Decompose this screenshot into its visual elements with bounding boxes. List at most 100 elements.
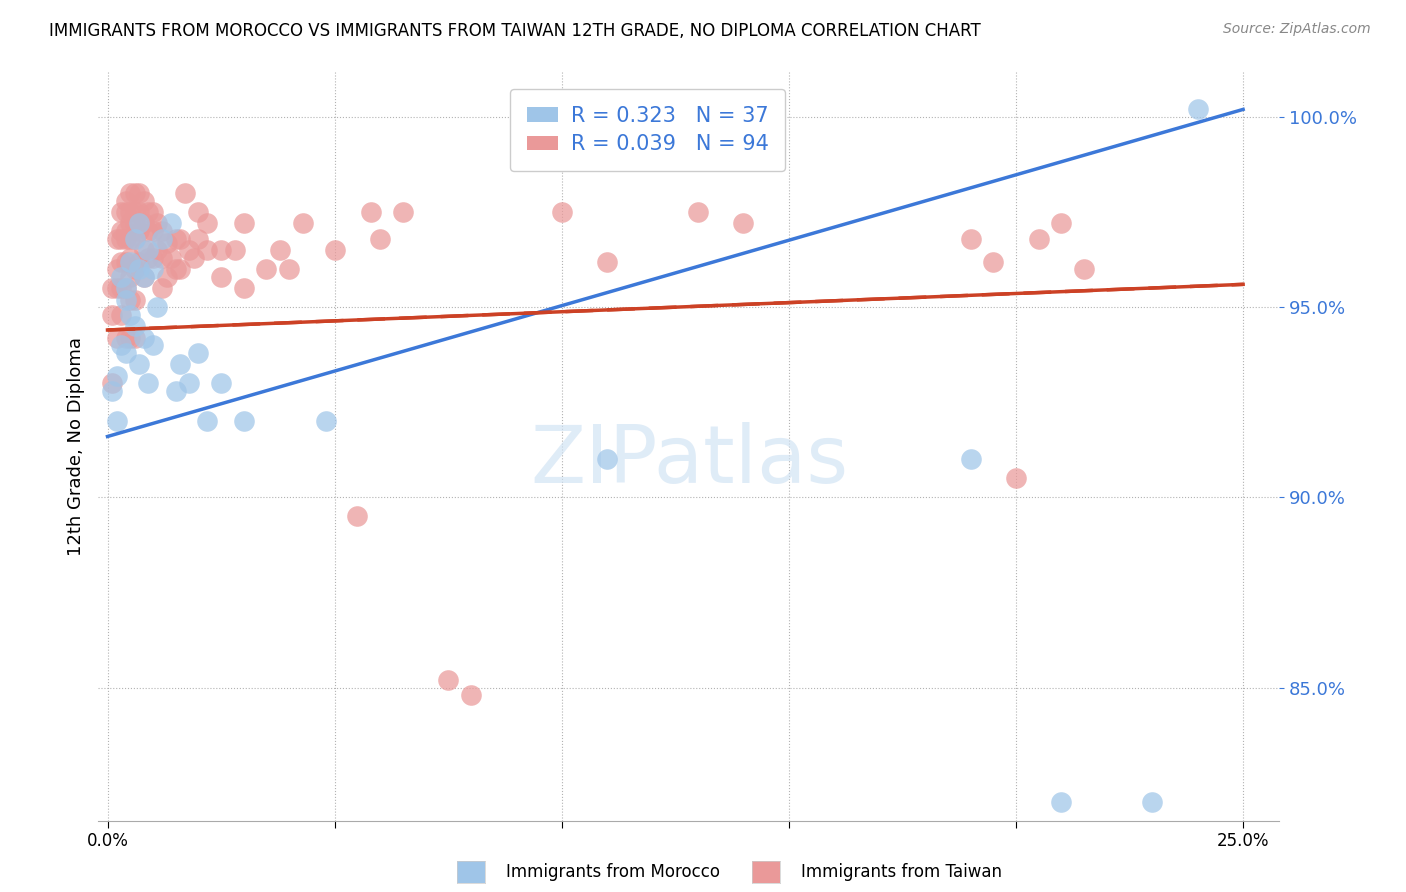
Point — [120, 269, 142, 284]
Point — [165, 262, 187, 277]
Point — [155, 269, 177, 284]
Point — [132, 217, 155, 231]
Point — [120, 308, 142, 322]
Point — [197, 243, 219, 257]
Point — [120, 232, 142, 246]
Point — [132, 243, 155, 257]
Point — [187, 232, 209, 246]
Point — [138, 243, 160, 257]
Point — [114, 194, 136, 208]
Point — [959, 452, 981, 467]
Point — [360, 205, 382, 219]
Point — [132, 194, 155, 208]
Point — [1005, 471, 1028, 485]
Y-axis label: 12th Grade, No Diploma: 12th Grade, No Diploma — [66, 336, 84, 556]
Point — [105, 368, 128, 383]
Point — [323, 243, 346, 257]
Point — [197, 217, 219, 231]
Point — [146, 300, 169, 314]
Point — [209, 243, 232, 257]
Point — [232, 281, 254, 295]
Text: ZIPatlas: ZIPatlas — [530, 422, 848, 500]
Point — [114, 346, 136, 360]
Point — [105, 414, 128, 428]
Point — [110, 224, 132, 238]
Point — [101, 308, 124, 322]
Point — [1050, 217, 1073, 231]
Text: Immigrants from Morocco: Immigrants from Morocco — [506, 863, 720, 881]
Point — [291, 217, 314, 231]
Point — [101, 281, 124, 295]
Point — [1073, 262, 1095, 277]
Point — [146, 217, 169, 231]
Text: Source: ZipAtlas.com: Source: ZipAtlas.com — [1223, 22, 1371, 37]
Point — [114, 224, 136, 238]
Point — [155, 235, 177, 250]
Point — [150, 224, 173, 238]
Point — [124, 186, 146, 200]
Point — [132, 269, 155, 284]
Point — [142, 251, 165, 265]
Text: Immigrants from Taiwan: Immigrants from Taiwan — [801, 863, 1002, 881]
Point — [124, 319, 146, 334]
Point — [315, 414, 337, 428]
Point — [460, 688, 482, 702]
Point — [183, 251, 205, 265]
Point — [173, 186, 195, 200]
Point — [142, 224, 165, 238]
Point — [138, 251, 160, 265]
Legend: R = 0.323   N = 37, R = 0.039   N = 94: R = 0.323 N = 37, R = 0.039 N = 94 — [510, 89, 785, 171]
Point — [110, 232, 132, 246]
Point — [1050, 795, 1073, 809]
Point — [110, 281, 132, 295]
Point — [224, 243, 246, 257]
Point — [232, 217, 254, 231]
Point — [733, 217, 755, 231]
Point — [120, 293, 142, 307]
Point — [150, 232, 173, 246]
Point — [124, 330, 146, 344]
Point — [551, 205, 574, 219]
Point — [179, 376, 201, 391]
Point — [278, 262, 301, 277]
Point — [120, 251, 142, 265]
Point — [346, 509, 368, 524]
Point — [110, 269, 132, 284]
Point — [120, 186, 142, 200]
Point — [981, 254, 1004, 268]
Point — [132, 330, 155, 344]
Point — [160, 217, 183, 231]
Point — [120, 205, 142, 219]
Point — [114, 232, 136, 246]
Point — [187, 205, 209, 219]
Point — [209, 376, 232, 391]
Point — [142, 262, 165, 277]
Point — [269, 243, 291, 257]
Point — [105, 262, 128, 277]
Point — [124, 232, 146, 246]
Point — [1142, 795, 1164, 809]
Point — [209, 269, 232, 284]
Point — [114, 330, 136, 344]
Point — [142, 205, 165, 219]
Point — [124, 262, 146, 277]
Point — [114, 205, 136, 219]
Point — [120, 254, 142, 268]
Point — [391, 205, 413, 219]
Point — [146, 243, 169, 257]
Point — [128, 205, 150, 219]
Point — [101, 384, 124, 398]
Point — [114, 254, 136, 268]
Point — [110, 308, 132, 322]
Point — [105, 330, 128, 344]
Point — [110, 338, 132, 352]
Point — [110, 254, 132, 268]
Point — [124, 217, 146, 231]
Point — [114, 281, 136, 295]
Point — [114, 281, 136, 295]
Point — [160, 251, 183, 265]
Point — [138, 205, 160, 219]
Point — [179, 243, 201, 257]
Point — [110, 205, 132, 219]
Point — [187, 346, 209, 360]
